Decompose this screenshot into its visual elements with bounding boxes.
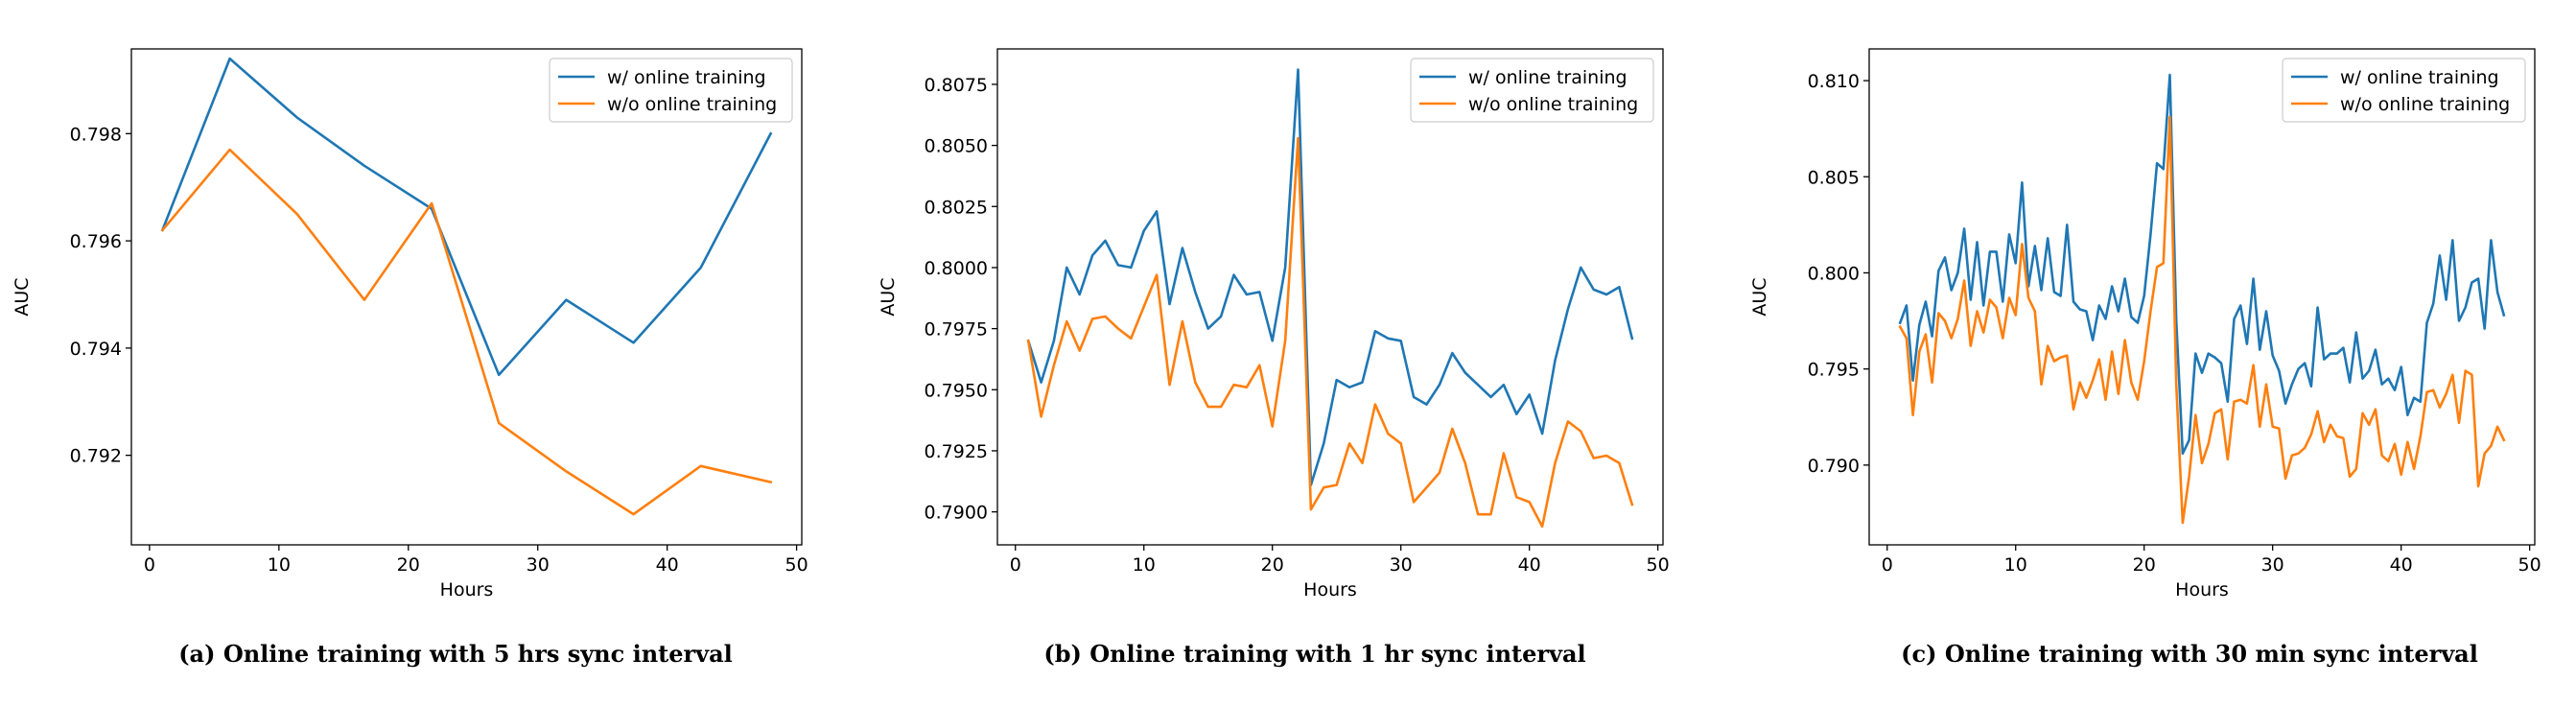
x-tick-label: 50 [785, 554, 808, 576]
y-tick-label: 0.790 [1808, 456, 1860, 477]
series-line-online [160, 57, 773, 377]
series-line-offline [160, 148, 773, 516]
legend-label: w/o online training [607, 94, 777, 115]
y-tick-label: 0.792 [70, 446, 122, 467]
legend-label: w/o online training [1468, 94, 1638, 115]
y-tick-label: 0.8000 [925, 258, 988, 279]
x-tick-label: 50 [2518, 554, 2541, 576]
series-line-online [1026, 68, 1634, 486]
x-tick-label: 20 [397, 554, 420, 576]
x-tick-label: 30 [527, 554, 550, 576]
x-tick-label: 40 [656, 554, 679, 576]
plot-frame [130, 48, 803, 546]
x-tick-label: 10 [1133, 554, 1156, 576]
x-tick-label: 30 [2261, 554, 2284, 576]
series-line-online [1898, 73, 2506, 456]
x-axis-label: Hours [2175, 579, 2229, 600]
y-tick-label: 0.810 [1808, 71, 1860, 92]
x-tick-label: 20 [2133, 554, 2156, 576]
x-axis-label: Hours [440, 579, 494, 600]
panel-caption: (a) Online training with 5 hrs sync inte… [178, 640, 733, 668]
y-axis-label: AUC [1749, 277, 1770, 316]
y-tick-label: 0.7900 [925, 503, 988, 524]
legend-label: w/ online training [607, 67, 766, 88]
panel-c: 0 10 20 30 40 50 0.790 0.795 0.800 0.805 0.810 Hour… [1749, 48, 2541, 668]
panel-caption: (b) Online training with 1 hr sync inter… [1043, 640, 1585, 668]
series-line-offline [1898, 115, 2506, 525]
y-tick-label: 0.796 [70, 231, 122, 252]
panel-a: 0 10 20 30 40 50 0.792 0.794 0.796 0.798 Hours AUC w… [12, 48, 808, 668]
y-tick-label: 0.7975 [925, 319, 988, 341]
legend-box [2282, 58, 2526, 123]
x-tick-label: 30 [1390, 554, 1413, 576]
x-tick-label: 0 [144, 554, 155, 576]
y-tick-label: 0.7925 [925, 441, 988, 462]
y-tick-label: 0.8050 [925, 136, 988, 157]
legend: w/ online training w/o online training [1410, 58, 1654, 123]
panel-b: 0 10 20 30 40 50 0.7900 0.7925 0.7950 0.7975 0.800… [878, 48, 1670, 668]
y-axis-label: AUC [12, 277, 33, 316]
y-tick-label: 0.800 [1808, 263, 1860, 284]
y-tick-label: 0.798 [70, 124, 122, 145]
legend-label: w/ online training [1468, 67, 1628, 88]
y-axis-label: AUC [878, 277, 899, 316]
legend-label: w/o online training [2340, 94, 2510, 115]
panel-caption: (c) Online training with 30 min sync int… [1901, 640, 2478, 668]
y-tick-label: 0.794 [70, 339, 122, 360]
plot-frame [1868, 48, 2536, 546]
x-tick-label: 50 [1647, 554, 1670, 576]
y-tick-label: 0.8025 [925, 197, 988, 218]
y-tick-label: 0.795 [1808, 360, 1860, 381]
x-tick-label: 40 [1518, 554, 1541, 576]
x-tick-label: 10 [2004, 554, 2027, 576]
legend: w/ online training w/o online training [2282, 58, 2526, 123]
x-tick-label: 0 [1010, 554, 1021, 576]
plot-frame [996, 48, 1664, 546]
x-tick-label: 0 [1882, 554, 1893, 576]
legend: w/ online training w/o online training [549, 58, 793, 123]
legend-box [1410, 58, 1654, 123]
x-tick-label: 40 [2390, 554, 2413, 576]
legend-box [549, 58, 793, 123]
x-axis-label: Hours [1303, 579, 1357, 600]
x-tick-label: 10 [268, 554, 291, 576]
series-line-offline [1026, 136, 1634, 529]
y-tick-label: 0.7950 [925, 380, 988, 401]
legend-label: w/ online training [2340, 67, 2499, 88]
y-tick-label: 0.8075 [925, 75, 988, 96]
y-tick-label: 0.805 [1808, 167, 1860, 188]
x-tick-label: 20 [1261, 554, 1284, 576]
